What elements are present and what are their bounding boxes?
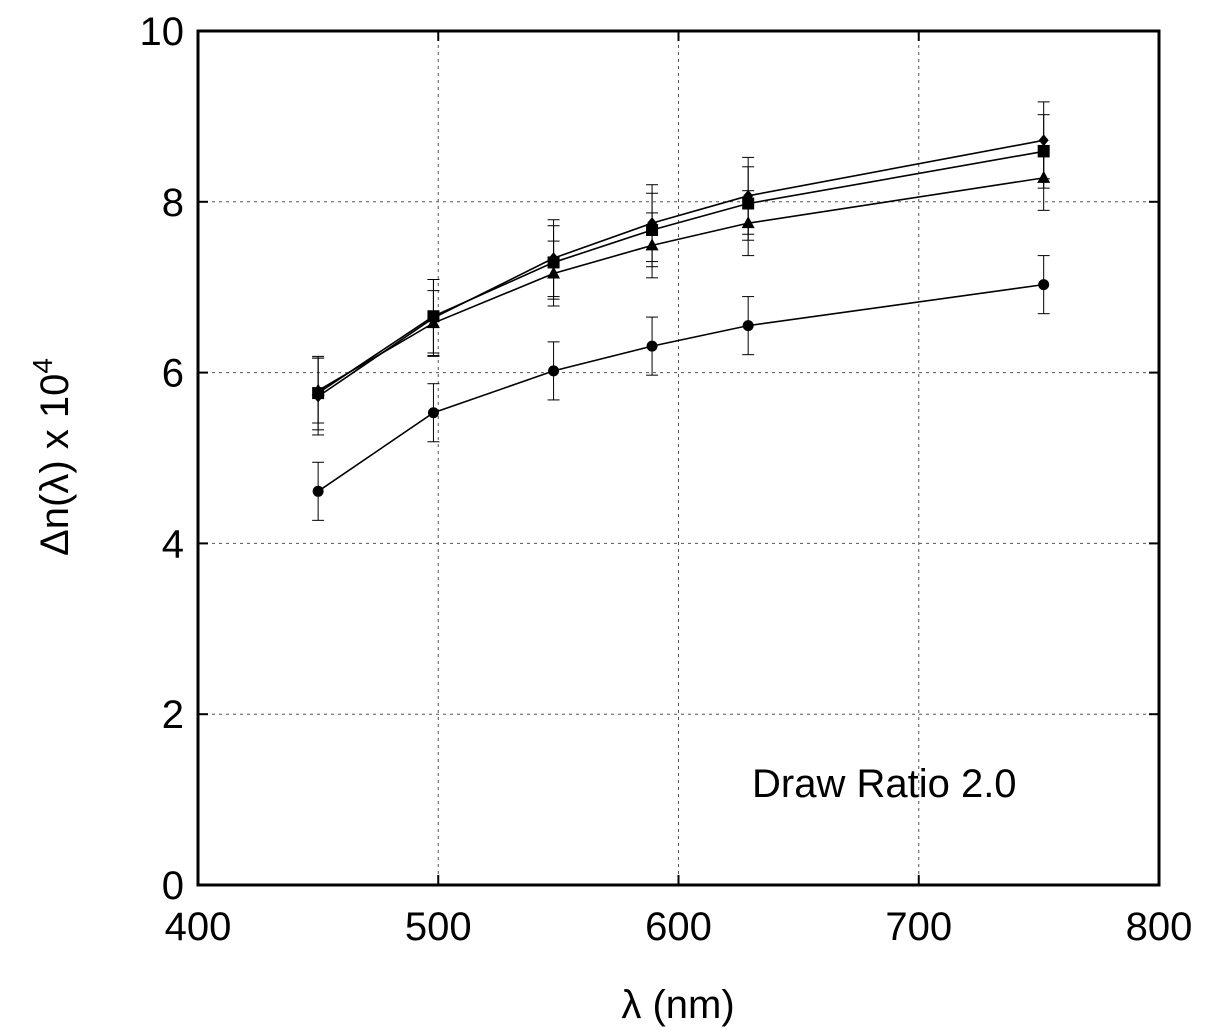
y-tick-label: 8 [162,181,184,225]
y-tick-label: 4 [162,522,184,566]
y-tick-label: 10 [140,10,185,54]
data-point-triangle [311,383,325,396]
data-point-triangle [547,266,561,279]
y-axis-label-text: Δn(λ) x 10 [33,374,77,556]
x-tick-label: 700 [885,905,952,949]
series-line [317,177,1044,392]
y-tick-label: 6 [162,352,184,396]
x-tick-label: 400 [165,905,232,949]
chart-annotation: Draw Ratio 2.0 [752,762,1017,806]
data-point-triangle [426,316,440,329]
data-point-triangle [645,238,659,251]
y-tick-label: 2 [162,693,184,737]
series-circle [312,255,1050,521]
data-point-circle [312,485,324,497]
data-point-triangle [1037,170,1051,183]
y-tick-label: 0 [162,864,184,908]
data-point-circle [646,340,658,352]
x-tick-labels: 400 500 600 700 800 [165,905,1193,949]
series-line [317,150,1044,394]
series-layer [311,101,1051,521]
series-triangle [311,144,1051,424]
y-tick-labels: 0 2 4 6 8 10 [140,10,185,908]
y-axis-label: Δn(λ) x 104 [27,358,77,556]
series-line [317,139,1044,398]
axis-ticks [197,30,1160,886]
x-axis-label: λ (nm) [621,983,734,1027]
series-line [317,283,1044,492]
data-point-circle [742,320,754,332]
series-square [312,114,1050,431]
data-point-triangle [741,216,755,229]
data-point-circle [427,407,439,419]
x-tick-label: 800 [1126,905,1193,949]
series-diamond [312,101,1050,436]
data-point-circle [548,365,560,377]
grid-lines [198,31,1159,885]
y-axis-label-exponent: 4 [27,358,58,374]
x-tick-label: 500 [405,905,472,949]
x-tick-label: 600 [645,905,712,949]
data-point-circle [1038,279,1050,291]
